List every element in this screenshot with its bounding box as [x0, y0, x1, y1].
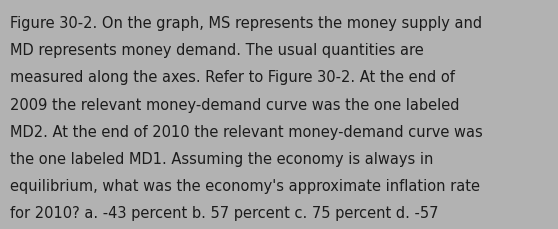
Text: equilibrium, what was the economy's approximate inflation rate: equilibrium, what was the economy's appr… [10, 178, 480, 193]
Text: Figure 30-2. On the graph, MS represents the money supply and: Figure 30-2. On the graph, MS represents… [10, 16, 482, 31]
Text: the one labeled MD1. Assuming the economy is always in: the one labeled MD1. Assuming the econom… [10, 151, 434, 166]
Text: 2009 the relevant money-demand curve was the one labeled: 2009 the relevant money-demand curve was… [10, 97, 460, 112]
Text: for 2010? a. -43 percent b. 57 percent c. 75 percent d. -57: for 2010? a. -43 percent b. 57 percent c… [10, 205, 439, 220]
Text: measured along the axes. Refer to Figure 30-2. At the end of: measured along the axes. Refer to Figure… [10, 70, 455, 85]
Text: MD2. At the end of 2010 the relevant money-demand curve was: MD2. At the end of 2010 the relevant mon… [10, 124, 483, 139]
Text: MD represents money demand. The usual quantities are: MD represents money demand. The usual qu… [10, 43, 424, 58]
